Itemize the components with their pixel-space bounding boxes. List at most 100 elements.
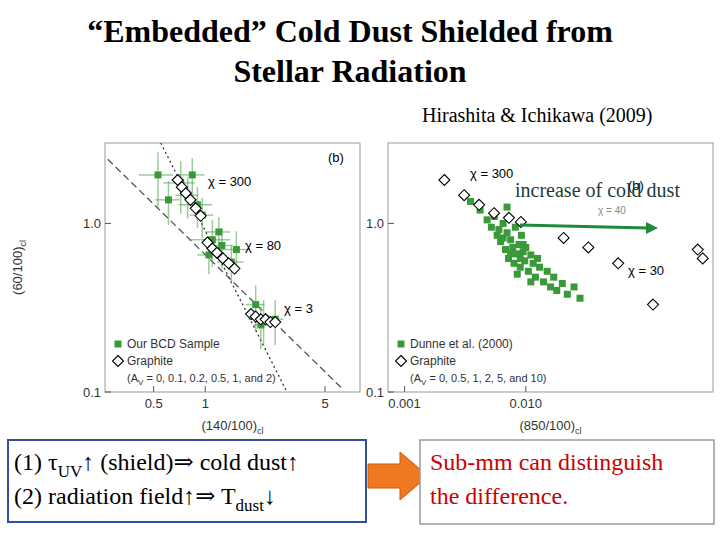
text-segment: (1) τ (14, 449, 58, 475)
x-tick-label: 5 (321, 396, 328, 411)
point (459, 190, 470, 201)
point (495, 226, 502, 233)
x-tick (153, 386, 154, 392)
legend-symbol (113, 356, 124, 367)
subscript: UV (58, 462, 83, 481)
legend-symbol (398, 341, 405, 348)
legend: Our BCD SampleGraphite(AV = 0, 0.1, 0.2,… (113, 337, 276, 387)
point (270, 317, 281, 328)
point (195, 210, 206, 221)
conclusion-line: Sub-mm can distinguish (430, 449, 663, 475)
y-tick-label: 0.1 (83, 385, 101, 400)
x-tick-label: 0.010 (510, 396, 543, 411)
annotation: χ = 300 (208, 174, 251, 189)
chart: 0.0010.0100.11.0(850/100)cl(b)χ = 300χ =… (366, 143, 713, 436)
subscript: cl (257, 426, 264, 436)
title: Stellar Radiation (233, 53, 466, 89)
point (218, 242, 225, 249)
x-tick (525, 386, 526, 392)
x-tick (205, 386, 206, 392)
legend-label: Graphite (127, 354, 173, 368)
point (525, 268, 532, 275)
text-segment: ↑ (shield)⇒ cold dust↑ (82, 449, 299, 475)
slide: “Embedded” Cold Dust Shielded fromStella… (0, 0, 720, 540)
text-segment: (60/100) (10, 247, 25, 295)
legend-note: (AV = 0, 0.5, 1, 2, 5, and 10) (410, 372, 547, 387)
point (500, 234, 507, 241)
y-tick-label: 1.0 (366, 216, 384, 231)
point (229, 263, 240, 274)
chart: 0.5150.11.0(140/100)cl(60/100)cl(b)χ = 3… (10, 143, 360, 436)
data-area (439, 174, 708, 310)
block-arrow (368, 452, 428, 500)
point (507, 236, 514, 243)
arrow-head (646, 222, 658, 234)
x-tick-label: 0.001 (388, 396, 421, 411)
plot-frame (105, 143, 360, 392)
legend: Dunne et al. (2000)Graphite(AV = 0, 0.5,… (396, 337, 547, 387)
x-axis-label: (850/100)cl (519, 418, 581, 436)
point (507, 250, 514, 257)
point (500, 220, 507, 227)
point (648, 299, 659, 310)
subscript: cl (575, 426, 582, 436)
point (547, 283, 554, 290)
annotation: (b) (328, 150, 344, 165)
point (564, 291, 571, 298)
y-axis-label: (60/100)cl (10, 240, 28, 295)
point (550, 274, 557, 281)
text-segment: = 0, 0.1, 0.2, 0.5, 1, and 2) (143, 372, 275, 384)
point (517, 264, 524, 271)
point (697, 253, 708, 264)
point (489, 208, 500, 219)
x-axis-label: (140/100)cl (201, 418, 263, 436)
x-tick (325, 386, 326, 392)
text-segment: = 0, 0.5, 1, 2, 5, and 10) (426, 372, 546, 384)
legend-note: (AV = 0, 0.1, 0.2, 0.5, 1, and 2) (127, 372, 276, 387)
cold-dust-arrow (520, 222, 658, 234)
point (534, 255, 541, 262)
y-tick-label: 0.1 (366, 385, 384, 400)
point (527, 251, 534, 258)
x-tick-label: 1 (202, 396, 209, 411)
point (583, 242, 594, 253)
point (558, 232, 569, 243)
point (252, 301, 259, 308)
point (215, 228, 222, 235)
annotation: χ = 30 (628, 263, 664, 278)
point (504, 204, 511, 211)
text-segment: (A (410, 372, 422, 384)
legend-symbol (115, 341, 122, 348)
point (509, 244, 516, 251)
y-tick (388, 392, 394, 393)
point (577, 295, 584, 302)
x-tick-label: 0.5 (145, 396, 163, 411)
point (518, 232, 525, 239)
point (189, 171, 196, 178)
subscript: dust (236, 496, 265, 515)
subscript: cl (18, 240, 28, 247)
point (165, 196, 172, 203)
legend-label: Dunne et al. (2000) (410, 337, 513, 351)
citation: Hirashita & Ichikawa (2009) (422, 104, 652, 127)
point (559, 280, 566, 287)
point (553, 287, 560, 294)
annotation: χ = 300 (470, 166, 513, 181)
y-error-bar (255, 285, 257, 331)
point (488, 224, 495, 231)
point (544, 268, 551, 275)
point (540, 278, 547, 285)
point (484, 216, 491, 223)
y-tick (105, 392, 111, 393)
point (503, 212, 514, 223)
y-tick (105, 223, 111, 224)
annotation: χ = 80 (245, 238, 281, 253)
point (439, 174, 450, 185)
annotation: χ = 40 (598, 205, 626, 216)
point (511, 260, 518, 267)
point (536, 264, 543, 271)
point (155, 171, 162, 178)
point (467, 198, 474, 205)
note-box (8, 440, 366, 522)
arrow-shaft (520, 225, 648, 228)
